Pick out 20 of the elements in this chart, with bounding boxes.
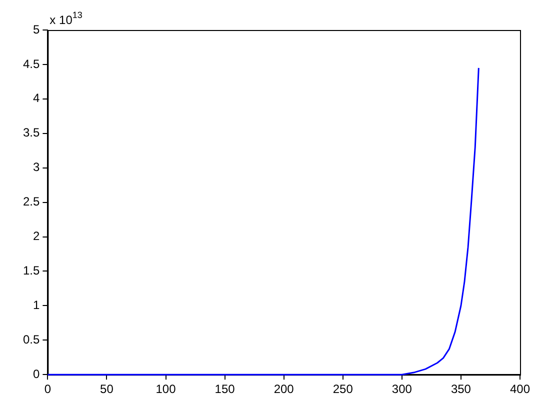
x-tick-label: 250 (332, 382, 354, 396)
x-tick-label: 100 (156, 382, 176, 396)
x-tick-label: 200 (274, 382, 294, 396)
y-tick-label: 3.5 (22, 126, 40, 140)
y-tick-label: 3 (32, 160, 40, 174)
y-tick-label: 4 (32, 91, 40, 106)
y-tick-label: 5 (32, 22, 40, 36)
x-tick-label: 0 (44, 382, 52, 396)
y-tick-label: 2 (32, 229, 40, 244)
y-tick-label: 0.5 (22, 332, 40, 346)
x-tick-label: 50 (100, 382, 114, 396)
x-tick-label: 400 (510, 382, 530, 396)
y-tick-label: 1 (32, 298, 40, 312)
y-tick-label: 4.5 (22, 56, 40, 71)
y-tick-label: 0 (32, 366, 40, 381)
y-tick-label: 2.5 (22, 194, 40, 209)
x-tick-label: 300 (392, 382, 412, 396)
x-tick-label: 150 (214, 382, 236, 396)
x-tick-label: 350 (450, 382, 472, 396)
y-tick-label: 1.5 (22, 264, 40, 278)
